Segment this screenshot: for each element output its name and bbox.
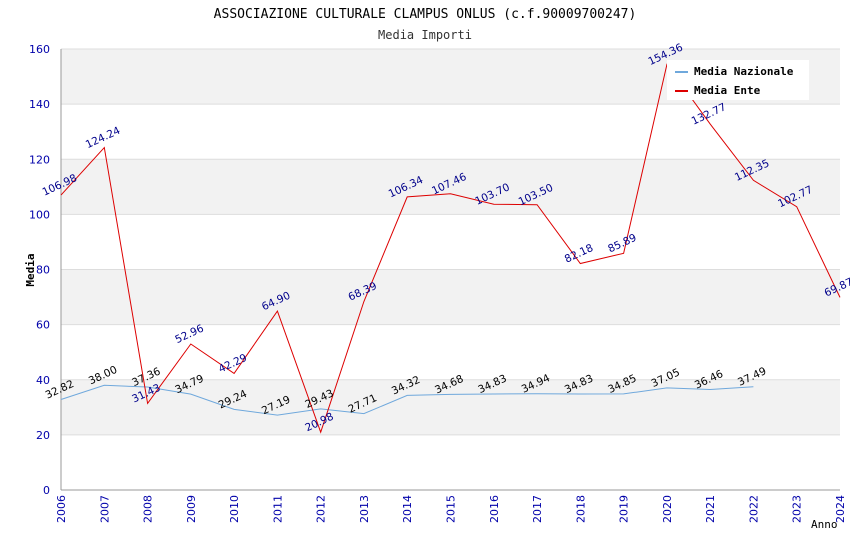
y-tick-label: 0 [43,484,50,497]
x-tick-label: 2007 [98,495,111,523]
x-axis-label: Anno [811,518,838,531]
x-tick-label: 2008 [142,495,155,523]
x-tick-label: 2016 [488,495,501,523]
x-tick-label: 2013 [358,495,371,523]
x-tick-label: 2012 [315,495,328,523]
x-tick-label: 2014 [401,495,414,523]
x-tick-label: 2006 [55,495,68,523]
legend-box [667,60,809,100]
x-tick-label: 2024 [834,495,847,523]
grid-band [61,159,840,215]
y-tick-label: 80 [36,264,50,277]
grid-band [61,269,840,325]
y-tick-labels: 0 20 40 60 80 100 120 140 160 [29,43,50,497]
series-line-nazionale [60,384,754,416]
x-tick-label: 2015 [445,495,458,523]
y-tick-label: 140 [29,98,50,111]
y-tick-label: 160 [29,43,50,56]
y-axis-label: Media [24,253,37,286]
legend-label-nazionale: Media Nazionale [694,65,794,78]
x-tick-label: 2010 [228,495,241,523]
y-tick-label: 120 [29,153,50,166]
data-label: 52.96 [173,322,206,346]
x-tick-label: 2021 [704,495,717,523]
x-tick-label: 2022 [747,495,760,523]
legend-label-ente: Media Ente [694,84,761,97]
x-tick-label: 2020 [661,495,674,523]
data-label: 85.89 [606,232,638,256]
y-tick-label: 60 [36,319,50,332]
x-tick-label: 2017 [531,495,544,523]
chart-title: ASSOCIAZIONE CULTURALE CLAMPUS ONLUS (c.… [214,7,637,22]
y-tick-label: 100 [29,208,50,221]
x-tick-label: 2023 [791,495,804,523]
grid-band [61,379,840,435]
chart-subtitle: Media Importi [378,28,472,42]
series-lines [60,63,841,434]
data-label: 124.24 [84,125,123,152]
x-tick-label: 2009 [185,495,198,523]
x-tick-label: 2019 [618,495,631,523]
x-tick-label: 2018 [574,495,587,523]
series-line-ente [60,63,841,434]
x-tick-labels: 2006 2007 2008 2009 2010 2011 2012 2013 2014 2015… [55,495,847,523]
y-tick-label: 40 [36,374,50,387]
y-tick-label: 20 [36,429,50,442]
data-label: 132.77 [690,101,728,127]
data-label: 42.29 [217,352,249,376]
legend: Media Nazionale Media Ente [667,60,809,100]
grid-bands [61,49,840,435]
x-tick-label: 2011 [271,495,284,523]
